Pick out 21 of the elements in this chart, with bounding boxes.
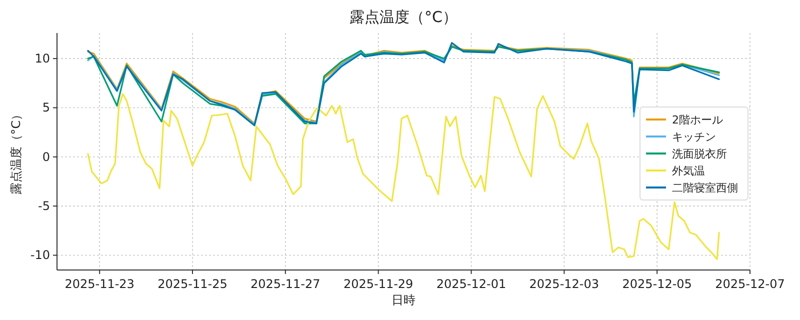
legend-label: キッチン xyxy=(672,130,716,144)
legend-label: 2階ホール xyxy=(672,114,723,126)
x-tick-label: 2025-11-25 xyxy=(158,277,228,291)
y-axis-title: 露点温度（°C） xyxy=(9,108,23,195)
x-tick-label: 2025-11-27 xyxy=(250,277,320,291)
x-axis-title: 日時 xyxy=(392,293,416,307)
legend-label: 洗面脱衣所 xyxy=(672,148,727,160)
x-tick-label: 2025-11-23 xyxy=(64,277,134,291)
y-tick-label: 0 xyxy=(42,150,50,164)
x-tick-label: 2025-12-03 xyxy=(529,277,600,291)
x-tick-label: 2025-12-01 xyxy=(436,277,506,291)
legend-label: 外気温 xyxy=(672,164,705,178)
y-tick-label: 10 xyxy=(34,52,50,66)
legend-label: 二階寝室西側 xyxy=(672,182,738,194)
chart-title: 露点温度（°C） xyxy=(350,8,458,26)
x-tick-label: 2025-11-29 xyxy=(343,277,414,291)
x-tick-label: 2025-12-07 xyxy=(715,277,785,291)
y-tick-label: 5 xyxy=(42,100,50,115)
y-tick-label: -5 xyxy=(38,199,50,214)
x-tick-label: 2025-12-05 xyxy=(622,277,692,291)
y-tick-label: -10 xyxy=(30,248,50,262)
